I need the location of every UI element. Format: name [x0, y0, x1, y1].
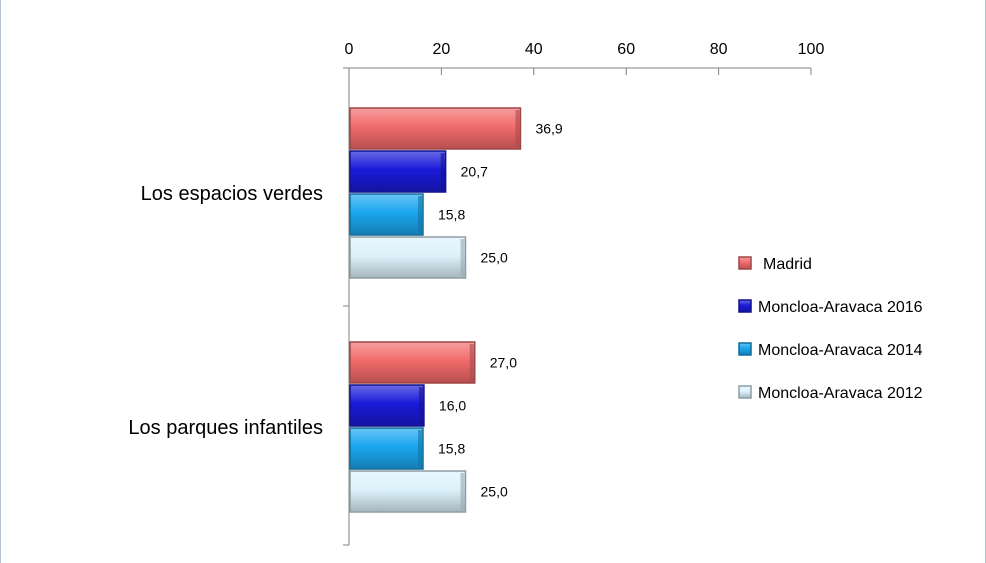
data-label: 36,9	[535, 121, 562, 137]
x-tick-label: 20	[433, 41, 451, 58]
data-label: 15,8	[438, 207, 465, 223]
bar-edge	[417, 430, 422, 467]
bar-edge	[417, 196, 422, 233]
bar-1-1	[349, 384, 425, 427]
x-tick-label: 40	[525, 41, 543, 58]
legend-swatch	[738, 342, 752, 356]
data-label: 25,0	[481, 484, 508, 500]
legend-label: Moncloa-Aravaca 2014	[758, 342, 923, 359]
bars: 36,9 20,7 15,8 25,0 27,0 16,0 15,8 25,0	[349, 107, 563, 513]
bar-0-1	[349, 150, 447, 193]
legend-label: Moncloa-Aravaca 2012	[758, 385, 923, 402]
category-labels: Los espacios verdes Los parques infantile…	[128, 183, 323, 439]
x-tick-label: 100	[798, 41, 825, 58]
data-label: 25,0	[481, 250, 508, 266]
legend-label: Madrid	[763, 256, 812, 273]
x-tick-label: 0	[345, 41, 354, 58]
bar-1-2	[349, 427, 424, 470]
bar-edge	[460, 473, 465, 510]
legend-swatch	[738, 385, 752, 399]
bar-0-3	[349, 236, 467, 279]
legend-label: Moncloa-Aravaca 2016	[758, 299, 923, 316]
data-label: 27,0	[490, 355, 517, 371]
legend-swatch	[738, 299, 752, 313]
legend: Madrid Moncloa-Aravaca 2016 Moncloa-Aravac…	[738, 256, 923, 402]
bar-edge	[440, 153, 445, 190]
bar-edge	[460, 239, 465, 276]
bar-0-2	[349, 193, 424, 236]
bar-1-3	[349, 470, 467, 513]
data-label: 20,7	[461, 164, 488, 180]
x-tick-label: 80	[710, 41, 728, 58]
data-label: 16,0	[439, 398, 466, 414]
category-label: Los espacios verdes	[141, 183, 323, 205]
bar-edge	[418, 387, 423, 424]
category-label: Los parques infantiles	[128, 417, 323, 439]
legend-swatch	[738, 256, 752, 270]
bar-edge	[515, 110, 520, 147]
bar-edge	[469, 344, 474, 381]
bar-0-0	[349, 107, 522, 150]
bar-1-0	[349, 341, 476, 384]
x-axis: 0 20 40 60 80 100	[343, 41, 825, 546]
x-tick-label: 60	[617, 41, 635, 58]
data-label: 15,8	[438, 441, 465, 457]
